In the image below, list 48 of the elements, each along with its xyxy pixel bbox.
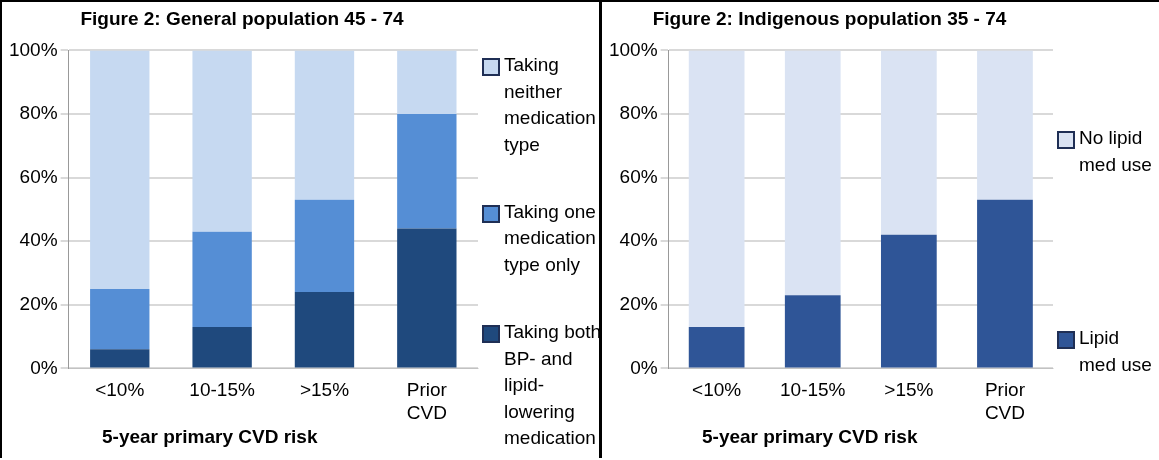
x-tick-label: Prior CVD	[984, 379, 1026, 423]
legend-label: Taking neither medication type	[504, 53, 597, 157]
x-tick-label: 10-15%	[780, 379, 846, 401]
bar	[90, 288, 150, 350]
y-tick-label: 60%	[619, 165, 658, 187]
bar	[397, 114, 457, 229]
y-tick-label: 80%	[619, 102, 658, 124]
x-axis-title: 5-year primary CVD risk	[102, 426, 318, 448]
bar	[688, 50, 745, 328]
chart-title: Figure 2: General population 45 - 74	[79, 8, 405, 30]
x-tick-label: <10%	[692, 379, 742, 401]
bar	[688, 327, 745, 368]
bar	[397, 50, 457, 114]
y-tick-label: 0%	[30, 356, 58, 378]
y-tick-label: 40%	[619, 229, 658, 251]
y-tick-label: 80%	[19, 102, 58, 124]
bar	[977, 50, 1033, 200]
bar	[784, 295, 841, 368]
y-tick-label: 0%	[630, 356, 658, 378]
y-tick-label: 100%	[608, 38, 658, 60]
legend-label: Taking one medication type only	[504, 199, 597, 277]
bar	[294, 50, 355, 200]
y-tick-label: 100%	[8, 38, 58, 60]
chart-title: Figure 2: Indigenous population 35 - 74	[651, 8, 1008, 30]
legend-label: Lipid med use	[1079, 326, 1153, 377]
x-tick-label: >15%	[884, 379, 934, 401]
bar	[784, 50, 841, 296]
bar	[977, 199, 1033, 368]
bar	[294, 199, 355, 293]
bar	[192, 50, 252, 232]
bar	[397, 228, 457, 368]
bar	[192, 231, 252, 328]
legend-label: No lipid med use	[1079, 126, 1153, 177]
bar	[880, 234, 937, 368]
bar	[294, 292, 355, 368]
y-tick-label: 20%	[619, 293, 658, 315]
x-tick-label: Prior CVD	[406, 379, 448, 423]
y-tick-label: 60%	[19, 165, 58, 187]
x-tick-label: <10%	[95, 379, 145, 401]
bar	[90, 50, 150, 289]
bar	[880, 50, 937, 235]
x-tick-label: 10-15%	[189, 379, 255, 401]
y-tick-label: 20%	[19, 293, 58, 315]
bar	[192, 327, 252, 368]
x-axis-title: 5-year primary CVD risk	[702, 426, 918, 448]
y-tick-label: 40%	[19, 229, 58, 251]
bar	[90, 349, 150, 368]
x-tick-label: >15%	[299, 379, 350, 401]
